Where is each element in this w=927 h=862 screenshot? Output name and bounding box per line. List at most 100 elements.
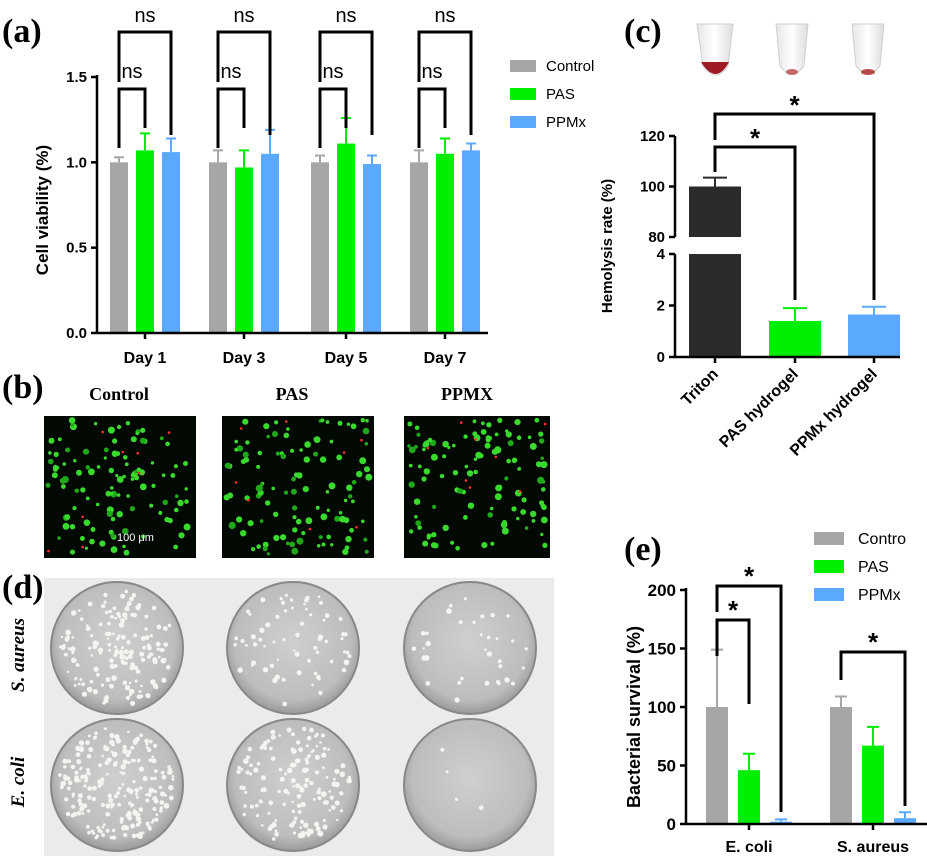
colony (320, 791, 327, 797)
dead-cell (494, 455, 498, 459)
live-cell (162, 499, 168, 505)
bar-a-0-0 (110, 162, 128, 333)
live-cell (80, 487, 86, 493)
dead-cell (355, 526, 358, 529)
errorbar-a-2-3 (466, 142, 476, 151)
dead-cell (137, 471, 141, 475)
live-cell (159, 436, 164, 441)
colony (270, 734, 276, 740)
colony (245, 770, 250, 775)
colony (87, 795, 92, 800)
dead-cell (342, 451, 346, 454)
live-cell (303, 456, 310, 463)
colony (251, 660, 256, 666)
colony (454, 797, 459, 802)
live-cell (290, 448, 295, 453)
live-cell (535, 461, 542, 468)
colony (97, 779, 102, 785)
colony (498, 664, 503, 669)
colony (289, 598, 294, 602)
dead-cell (47, 549, 50, 553)
colony (104, 746, 110, 752)
colony (63, 797, 69, 802)
live-cell (262, 541, 269, 548)
colony (135, 792, 138, 796)
live-cell (242, 451, 249, 458)
panel-b-fluorescence: Control PAS PPMX 100 μm (44, 384, 550, 558)
colony (117, 786, 122, 791)
colony (124, 685, 131, 691)
live-cell (426, 535, 431, 540)
colony (168, 795, 174, 801)
colony (80, 774, 85, 780)
tube-pas (775, 23, 809, 75)
colony (315, 744, 319, 748)
colony (325, 775, 329, 779)
annotation-a-long-2: ns (335, 5, 356, 27)
live-cell (442, 454, 447, 459)
panel-label-e: (e) (624, 531, 662, 568)
colony (120, 764, 126, 770)
colony (122, 744, 127, 750)
live-cell (292, 515, 297, 520)
colony (83, 784, 87, 788)
colony (272, 640, 276, 644)
colony (146, 654, 151, 659)
live-cell (359, 457, 367, 465)
colony (472, 620, 476, 625)
colony (305, 760, 310, 765)
colony (64, 652, 68, 657)
live-cell (110, 533, 116, 539)
colony (79, 617, 84, 621)
bracket-e-ecoli-long (715, 584, 783, 812)
live-cell (313, 437, 317, 441)
live-cell (62, 522, 70, 530)
annotation-a-short-1: ns (220, 61, 241, 83)
dead-cell (81, 515, 84, 519)
colony (144, 627, 148, 631)
live-cell (116, 493, 121, 497)
colony (63, 774, 66, 777)
live-cell (319, 456, 327, 463)
live-cell (48, 437, 55, 444)
colony (411, 646, 417, 651)
live-cell (485, 435, 491, 440)
colony (156, 647, 160, 651)
colony (332, 777, 336, 781)
colony (135, 669, 141, 674)
colony (305, 595, 310, 601)
colony (152, 807, 157, 811)
live-cell (447, 445, 451, 450)
live-cell (240, 530, 247, 537)
colony (114, 734, 120, 740)
colony (313, 645, 318, 651)
live-cell (486, 422, 492, 428)
colony (126, 753, 130, 758)
live-cell (478, 453, 484, 459)
live-cell (511, 506, 517, 512)
colony (237, 765, 242, 770)
colony (101, 825, 105, 829)
colony (153, 776, 157, 781)
colony (150, 820, 154, 824)
bracket-a-long-3 (417, 30, 473, 135)
live-cell (280, 534, 287, 541)
colony (76, 810, 82, 816)
colony (137, 758, 141, 762)
colony (123, 794, 127, 798)
live-cell (257, 450, 263, 456)
colony (58, 645, 62, 648)
colony (78, 609, 81, 612)
y-tick-label-e-1: 50 (657, 757, 676, 776)
colony (130, 758, 134, 762)
colony (445, 770, 449, 774)
colony (67, 759, 72, 764)
y-tick-label-c-upper-0: 80 (648, 229, 665, 246)
colony (144, 738, 150, 744)
colony (324, 800, 329, 805)
colony (110, 614, 114, 619)
colony (305, 607, 308, 611)
colony (128, 693, 132, 697)
colony (341, 668, 347, 673)
colony (159, 800, 165, 805)
